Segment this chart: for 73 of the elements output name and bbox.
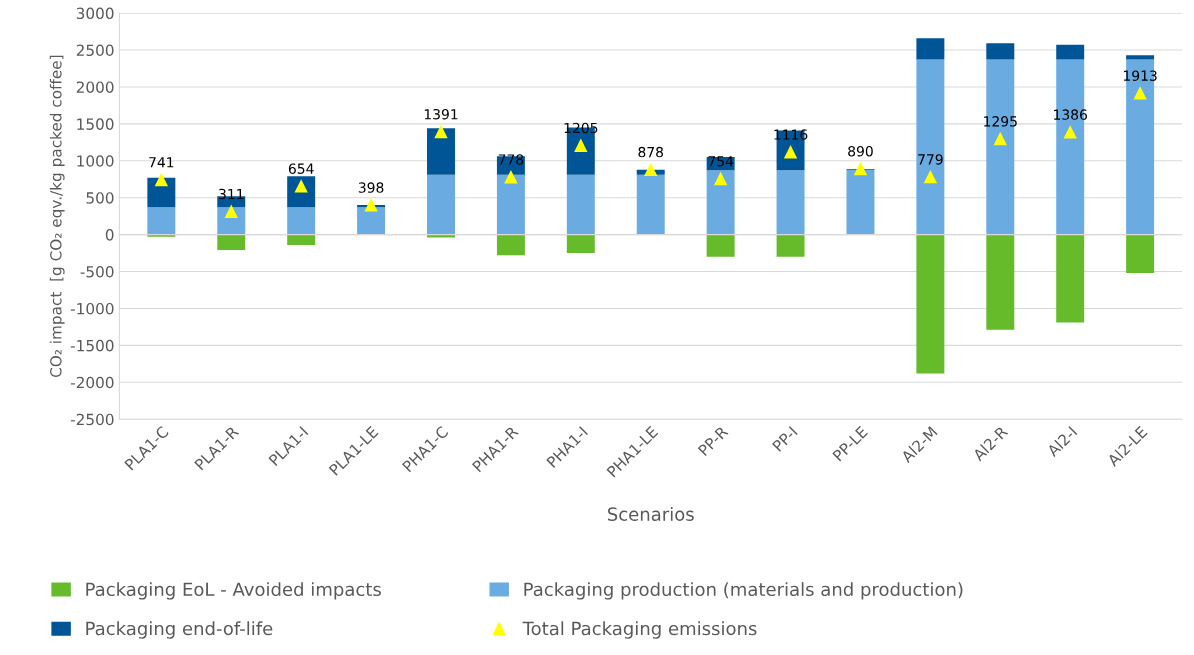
point (434, 125, 448, 139)
x-axis-title: Scenarios (607, 507, 694, 521)
bar (357, 207, 386, 235)
legend-label: Total Packaging emissions (522, 621, 757, 639)
data-label: 654 (288, 163, 314, 174)
bar (566, 174, 595, 235)
y-axis-title: CO₂ impact [g CO₂ eqv./kg packed coffee] (49, 55, 65, 378)
y-tick-label: -2500 (70, 413, 114, 426)
y-tick-label: 3000 (76, 7, 114, 20)
legend-label: Packaging EoL - Avoided impacts (86, 582, 381, 600)
bar (1126, 59, 1155, 235)
bar (287, 234, 316, 245)
y-tick-label: 1500 (77, 118, 114, 130)
bar (1056, 44, 1085, 60)
point (155, 173, 168, 187)
bar (636, 174, 665, 235)
bar (427, 234, 455, 238)
legend-label: Packaging production (materials and production) (524, 582, 963, 600)
data-label: 1295 (984, 116, 1017, 127)
legend-label: Packaging end-of-life (86, 621, 273, 639)
point (364, 198, 378, 212)
y-tick-label: 500 (86, 192, 114, 204)
point (924, 170, 937, 184)
bar (287, 207, 316, 235)
data-label: 890 (848, 145, 873, 157)
y-tick-label: -1500 (70, 339, 114, 352)
bar (1126, 234, 1155, 273)
data-label: 741 (149, 157, 174, 168)
bar (706, 234, 735, 257)
bar (986, 59, 1015, 235)
bar (496, 234, 525, 256)
bar (566, 234, 595, 254)
data-label: 778 (498, 154, 524, 165)
y-tick-label: 0 (105, 229, 114, 241)
point (854, 162, 867, 176)
y-tick-label: 1000 (77, 155, 114, 167)
y-tick-label: 2500 (76, 44, 114, 57)
bar (706, 170, 735, 235)
bar (1126, 55, 1155, 60)
point (504, 170, 518, 184)
point (994, 132, 1007, 146)
bar (1056, 234, 1085, 323)
bar (217, 234, 246, 251)
point (225, 205, 238, 218)
point (644, 163, 657, 177)
data-label: 1205 (564, 122, 598, 134)
bar (776, 170, 805, 235)
y-tick-label: 2000 (76, 81, 114, 93)
bar (147, 207, 176, 235)
data-label: 398 (358, 182, 384, 193)
bar (427, 128, 455, 175)
y-tick-label: -500 (80, 265, 114, 278)
bar (986, 43, 1015, 60)
point (714, 172, 727, 186)
data-label: 878 (638, 146, 664, 158)
bar (496, 174, 525, 235)
bar (1056, 59, 1085, 235)
point (1063, 126, 1077, 139)
y-tick-label: -1000 (70, 302, 114, 315)
bar (916, 38, 945, 60)
bar (986, 234, 1015, 330)
bar (916, 234, 945, 374)
bar (846, 169, 875, 235)
point (1133, 87, 1147, 100)
bar (776, 234, 805, 257)
data-label: 1391 (424, 108, 458, 120)
bar (147, 234, 176, 237)
data-label: 779 (918, 154, 943, 165)
bar (496, 156, 525, 175)
bar (916, 59, 945, 235)
data-label: 754 (708, 156, 734, 167)
bar (427, 174, 455, 235)
y-tick-label: -2000 (70, 376, 114, 389)
